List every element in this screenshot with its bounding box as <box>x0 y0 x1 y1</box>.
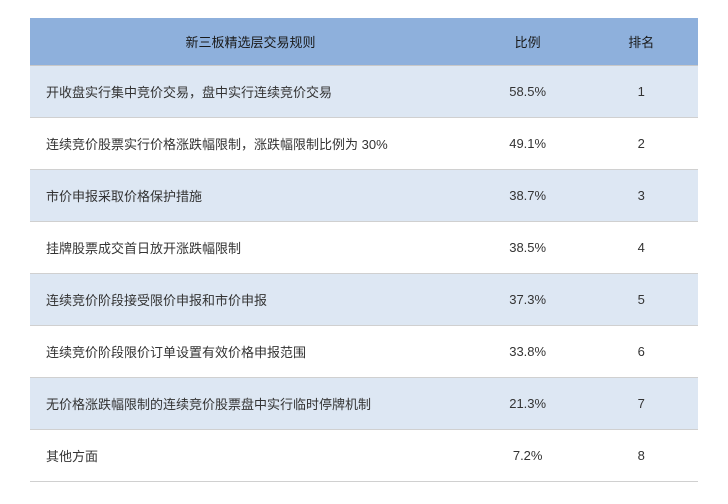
cell-pct: 21.3% <box>471 378 585 430</box>
cell-rule: 其他方面 <box>30 430 471 482</box>
cell-rule: 连续竞价阶段限价订单设置有效价格申报范围 <box>30 326 471 378</box>
cell-rule: 连续竞价阶段接受限价申报和市价申报 <box>30 274 471 326</box>
cell-rule: 挂牌股票成交首日放开涨跌幅限制 <box>30 222 471 274</box>
table-row: 挂牌股票成交首日放开涨跌幅限制 38.5% 4 <box>30 222 698 274</box>
table-row: 其他方面 7.2% 8 <box>30 430 698 482</box>
table-row: 连续竞价阶段接受限价申报和市价申报 37.3% 5 <box>30 274 698 326</box>
cell-pct: 7.2% <box>471 430 585 482</box>
cell-rule: 连续竞价股票实行价格涨跌幅限制，涨跌幅限制比例为 30% <box>30 118 471 170</box>
table-row: 连续竞价股票实行价格涨跌幅限制，涨跌幅限制比例为 30% 49.1% 2 <box>30 118 698 170</box>
cell-rank: 1 <box>584 66 698 118</box>
cell-rank: 7 <box>584 378 698 430</box>
cell-pct: 58.5% <box>471 66 585 118</box>
cell-rule: 市价申报采取价格保护措施 <box>30 170 471 222</box>
cell-rank: 5 <box>584 274 698 326</box>
col-header-pct: 比例 <box>471 18 585 66</box>
table-row: 开收盘实行集中竞价交易，盘中实行连续竞价交易 58.5% 1 <box>30 66 698 118</box>
table-row: 连续竞价阶段限价订单设置有效价格申报范围 33.8% 6 <box>30 326 698 378</box>
cell-rank: 8 <box>584 430 698 482</box>
cell-rule: 无价格涨跌幅限制的连续竞价股票盘中实行临时停牌机制 <box>30 378 471 430</box>
table-row: 市价申报采取价格保护措施 38.7% 3 <box>30 170 698 222</box>
cell-pct: 38.7% <box>471 170 585 222</box>
cell-pct: 37.3% <box>471 274 585 326</box>
cell-pct: 49.1% <box>471 118 585 170</box>
rules-table: 新三板精选层交易规则 比例 排名 开收盘实行集中竞价交易，盘中实行连续竞价交易 … <box>30 18 698 482</box>
col-header-rank: 排名 <box>584 18 698 66</box>
cell-pct: 33.8% <box>471 326 585 378</box>
cell-rule: 开收盘实行集中竞价交易，盘中实行连续竞价交易 <box>30 66 471 118</box>
cell-rank: 3 <box>584 170 698 222</box>
table-row: 无价格涨跌幅限制的连续竞价股票盘中实行临时停牌机制 21.3% 7 <box>30 378 698 430</box>
col-header-rule: 新三板精选层交易规则 <box>30 18 471 66</box>
table-body: 开收盘实行集中竞价交易，盘中实行连续竞价交易 58.5% 1 连续竞价股票实行价… <box>30 66 698 482</box>
cell-rank: 6 <box>584 326 698 378</box>
cell-pct: 38.5% <box>471 222 585 274</box>
cell-rank: 4 <box>584 222 698 274</box>
cell-rank: 2 <box>584 118 698 170</box>
table-header-row: 新三板精选层交易规则 比例 排名 <box>30 18 698 66</box>
